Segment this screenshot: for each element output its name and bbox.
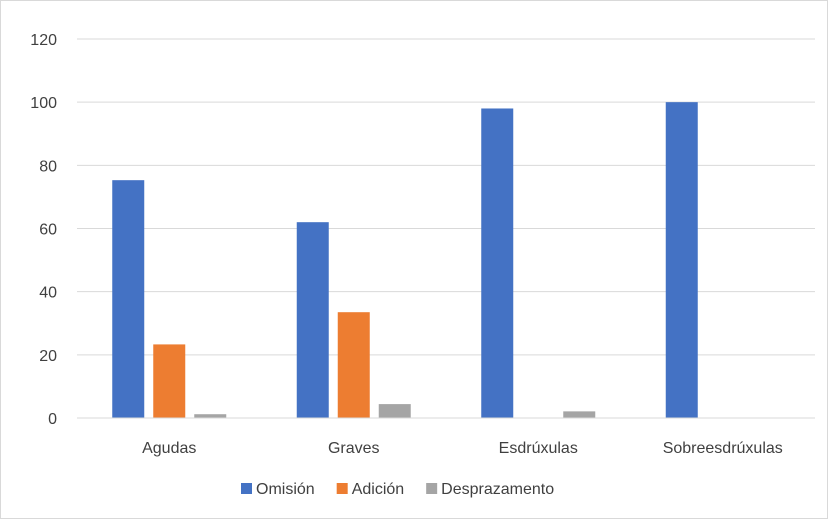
y-tick-label: 120 bbox=[30, 32, 57, 49]
legend-label: Omisión bbox=[256, 481, 315, 498]
y-axis-ticks: 0 20 40 60 80 100 120 bbox=[30, 32, 57, 428]
y-tick-label: 60 bbox=[39, 222, 57, 239]
legend-swatch bbox=[336, 483, 348, 494]
legend-label: Adición bbox=[352, 481, 404, 498]
bar-omision bbox=[296, 222, 329, 418]
y-tick-label: 0 bbox=[48, 411, 57, 428]
x-category-label: Agudas bbox=[142, 440, 196, 457]
bar-adicion bbox=[153, 344, 186, 418]
x-category-label: Esdrúxulas bbox=[499, 440, 578, 457]
y-tick-label: 40 bbox=[39, 285, 57, 302]
y-tick-label: 100 bbox=[30, 95, 57, 112]
legend-swatch bbox=[426, 483, 438, 494]
y-tick-label: 80 bbox=[39, 158, 57, 175]
legend-swatch bbox=[241, 483, 252, 494]
bar-omision bbox=[112, 180, 145, 418]
bar-desprazamento bbox=[378, 404, 411, 418]
bar-desprazamento bbox=[563, 411, 596, 418]
gridlines bbox=[77, 38, 815, 356]
bar-desprazamento bbox=[194, 414, 227, 418]
legend: Omisión Adición Desprazamento bbox=[241, 481, 554, 498]
x-category-label: Sobreesdrúxulas bbox=[663, 440, 783, 457]
y-tick-label: 20 bbox=[39, 348, 57, 365]
bar-omision bbox=[665, 102, 698, 419]
bar-adicion bbox=[337, 312, 370, 418]
x-axis-categories: Agudas Graves Esdrúxulas Sobreesdrúxulas bbox=[142, 440, 783, 457]
legend-label: Desprazamento bbox=[441, 481, 554, 498]
bar-omision bbox=[481, 108, 514, 418]
x-category-label: Graves bbox=[328, 440, 380, 457]
bars bbox=[112, 102, 698, 419]
